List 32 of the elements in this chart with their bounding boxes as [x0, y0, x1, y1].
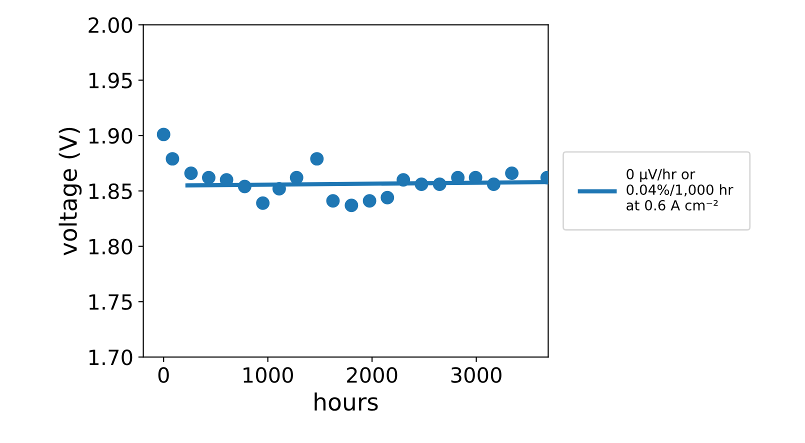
legend-label: 0 µV/hr or 0.04%/1,000 hr at 0.6 A cm⁻²: [626, 168, 734, 211]
y-tick-label: 1.95: [89, 72, 132, 88]
x-tick-label: 2000: [347, 367, 398, 383]
point: [184, 166, 198, 180]
point: [486, 178, 500, 192]
x-tick-label: 3000: [451, 367, 502, 383]
x-tick-label: 0: [158, 367, 169, 383]
y-tick-label: 1.70: [89, 350, 132, 366]
point: [344, 198, 358, 212]
point: [310, 152, 324, 166]
y-tick-label: 1.80: [89, 238, 132, 255]
point: [380, 190, 394, 204]
point: [156, 128, 170, 142]
point: [166, 152, 180, 166]
point: [362, 194, 376, 208]
y-axis-title: voltage (V): [58, 128, 82, 256]
point: [202, 170, 216, 184]
point: [505, 166, 519, 180]
y-tick-label: 1.75: [89, 294, 132, 310]
y-tick-label: 2.00: [88, 17, 132, 34]
y-tick-label: 1.85: [89, 183, 132, 200]
y-tick-label: 1.90: [89, 128, 132, 144]
point: [272, 182, 286, 196]
point: [414, 178, 428, 192]
x-axis-title: hours: [314, 392, 378, 411]
x-tick-label: 1000: [244, 367, 293, 383]
point: [290, 170, 304, 184]
point: [238, 180, 252, 194]
point: [256, 196, 270, 210]
point: [396, 173, 410, 187]
point: [326, 194, 340, 208]
point: [432, 178, 446, 192]
